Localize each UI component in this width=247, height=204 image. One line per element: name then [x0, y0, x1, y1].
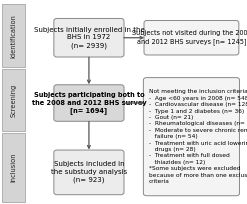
FancyBboxPatch shape	[143, 78, 239, 196]
Text: Identification: Identification	[11, 14, 17, 58]
FancyBboxPatch shape	[144, 21, 239, 55]
Text: Subjects included in
the substudy analysis
(n= 923): Subjects included in the substudy analys…	[51, 161, 127, 183]
FancyBboxPatch shape	[2, 133, 25, 202]
Text: Subjects initially enrolled in the
BHS in 1972
(n= 2939): Subjects initially enrolled in the BHS i…	[34, 27, 144, 49]
FancyBboxPatch shape	[54, 19, 124, 57]
FancyBboxPatch shape	[2, 69, 25, 131]
Text: Not meeting the inclusion criteria*:
-  Age <60 years in 2008 (n= 548)
-  Cardio: Not meeting the inclusion criteria*: - A…	[149, 89, 247, 184]
Text: Subjects participating both to
the 2008 and 2012 BHS survey
[n= 1694]: Subjects participating both to the 2008 …	[32, 92, 146, 114]
FancyBboxPatch shape	[54, 85, 124, 121]
Text: Inclusion: Inclusion	[11, 153, 17, 182]
Text: Screening: Screening	[11, 83, 17, 116]
FancyBboxPatch shape	[2, 4, 25, 67]
Text: Subjects not visited during the 2008
and 2012 BHS surveys [n= 1245]: Subjects not visited during the 2008 and…	[132, 30, 247, 45]
FancyBboxPatch shape	[54, 150, 124, 195]
